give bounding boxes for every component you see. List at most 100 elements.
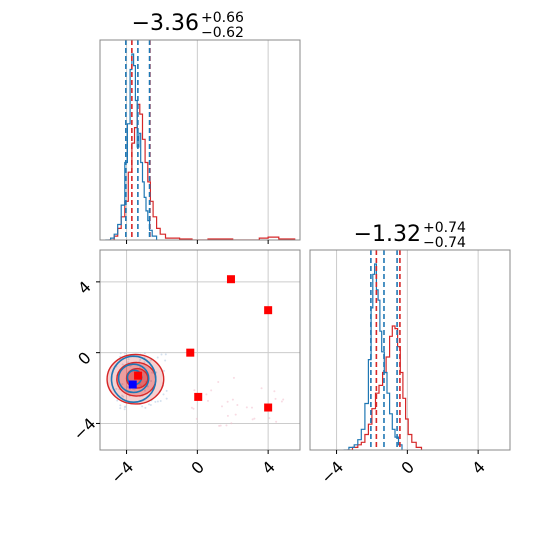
scatter-point [115,387,118,390]
x-ticks-param-1: −4 0 4 [317,450,489,487]
histograms-param-1 [343,263,423,450]
scatter-point [260,387,263,390]
scatter-point [138,366,141,369]
scatter-point [159,400,162,403]
grid-joint [100,250,300,450]
x-tick-label: 0 [187,457,208,478]
scatter-point [217,381,220,384]
axes-frame-joint [99,249,301,451]
scatter-point [231,398,234,401]
title-param-1-minus: −0.74 [423,235,466,251]
blue-histogram [343,263,403,450]
scatter-point [225,424,228,427]
x-tick-label: 4 [258,457,279,478]
scatter-point [280,400,283,403]
x-ticks-joint: −4 0 4 [107,450,279,487]
hist-panel-param-1: −1.32 +0.74 −0.74 −4 0 4 [309,220,511,487]
scatter-point [165,389,168,392]
scatter-point [119,352,122,355]
scatter-point [232,376,235,379]
scatter-point [275,420,278,423]
scatter-point [146,385,149,388]
title-param-0-minus: −0.62 [201,25,244,41]
title-param-1-plus: +0.74 [423,220,466,236]
scatter-point [220,405,223,408]
quantile-lines-param-1 [370,250,401,450]
scatter-point [162,393,165,396]
red-marker [264,403,273,412]
scatter-point [219,424,222,427]
scatter-point [160,353,163,356]
scatter-point [143,389,146,392]
scatter-point [226,414,229,417]
axes-frame-param-0 [99,39,301,241]
y-tick-label: 4 [74,277,95,298]
scatter-point [151,371,154,374]
red-histogram [347,325,423,450]
scatter-point [127,361,130,364]
red-marker [264,306,273,315]
scatter-point [150,380,153,383]
title-param-0-plus: +0.66 [201,10,244,26]
scatter-point [218,424,221,427]
scatter-point [206,399,209,402]
scatter-point [139,358,142,361]
y-ticks-joint: −4 0 4 [69,277,100,444]
y-tick-label: −4 [69,414,99,444]
quantile-lines-param-0 [125,40,151,240]
scatter-point [140,384,143,387]
scatter-point [245,406,248,409]
scatter-point [116,399,119,402]
scatter-point [156,400,159,403]
blue-histogram [105,53,158,240]
scatter-point [148,403,151,406]
scatter-point [119,404,122,407]
histograms-param-0 [105,53,296,240]
blue-contour [117,363,150,394]
scatter-point [164,359,167,362]
scatter-point [126,386,129,389]
scatter-point [236,403,239,406]
scatter-point [143,352,146,355]
scatter-point [119,407,122,410]
scatter-point [230,422,233,425]
scatter-point [123,406,126,409]
joint-panel: −4 0 4 −4 0 4 [69,249,301,487]
scatter-point [127,358,130,361]
joint-contours [106,275,285,427]
red-marker [186,348,195,357]
x-tick-label: −4 [107,457,137,487]
grid-param-0 [126,40,269,240]
title-param-0: −3.36 [132,11,199,36]
scatter-point [132,388,135,391]
scatter-point [141,405,144,408]
blue-contour [110,355,157,404]
scatter-point [143,361,146,364]
scatter-point [195,417,198,420]
scatter-point [121,363,124,366]
title-param-1: −1.32 [354,222,421,247]
scatter-point [251,418,254,421]
scatter-point [250,406,253,409]
scatter-point [190,406,193,409]
hist-panel-param-0: −3.36 +0.66 −0.62 [99,10,301,244]
scatter-point [226,400,229,403]
x-tick-label: −4 [317,457,347,487]
scatter-point [205,393,208,396]
x-tick-label: 4 [468,457,489,478]
scatter-point [138,383,141,386]
scatter-point [193,389,196,392]
scatter-point [282,398,285,401]
scatter-point [163,369,166,372]
scatter-point [156,356,159,359]
scatter-point [274,397,277,400]
scatter-point [210,389,213,392]
red-marker [194,392,203,401]
y-tick-label: 0 [74,348,95,369]
scatter-point [149,403,152,406]
scatter-point [165,397,168,400]
scatter-point [144,406,147,409]
scatter-point [154,400,157,403]
scatter-point [123,352,126,355]
